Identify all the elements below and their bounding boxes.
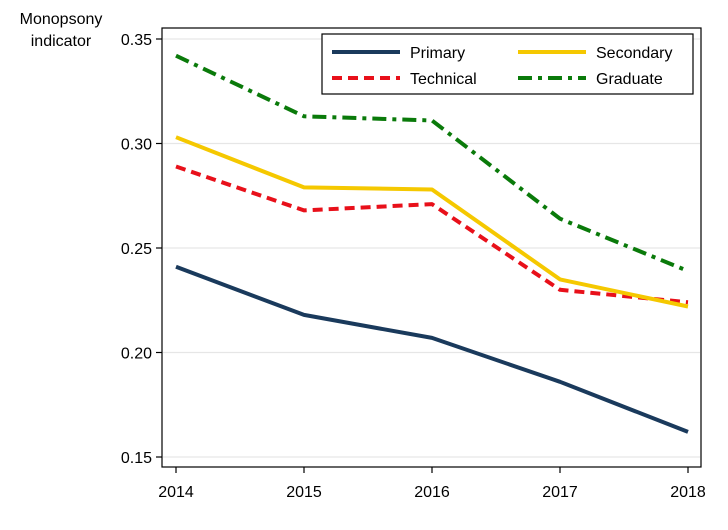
- x-tick-label: 2015: [286, 484, 322, 501]
- series-line-graduate: [175, 53, 689, 273]
- x-tick-label: 2016: [414, 484, 450, 501]
- series-line-secondary: [175, 135, 689, 309]
- legend-label-primary: Primary: [410, 45, 465, 62]
- series-line-primary: [175, 264, 689, 434]
- y-tick-label: 0.25: [121, 241, 152, 258]
- y-tick-label: 0.30: [121, 137, 152, 154]
- y-axis-label-line-2: indicator: [31, 33, 92, 50]
- y-tick-label: 0.15: [121, 450, 152, 467]
- series-line-technical: [175, 164, 689, 305]
- legend-box: [321, 33, 694, 95]
- x-tick-label: 2017: [542, 484, 578, 501]
- x-tick-marks: [175, 467, 689, 473]
- x-axis: 2014 2015 2016 2017 2018: [158, 484, 706, 501]
- y-tick-label: 0.20: [121, 346, 152, 363]
- legend-label-technical: Technical: [410, 71, 477, 88]
- legend-label-graduate: Graduate: [596, 71, 663, 88]
- x-tick-label: 2018: [670, 484, 706, 501]
- legend: Primary Technical Secondary Graduate: [321, 33, 694, 95]
- y-axis-label-line-1: Monopsony: [20, 11, 103, 28]
- y-tick-label: 0.35: [121, 32, 152, 49]
- y-tick-marks: [156, 38, 162, 458]
- y-axis: 0.15 0.20 0.25 0.30 0.35: [121, 32, 152, 467]
- legend-label-secondary: Secondary: [596, 45, 673, 62]
- x-tick-label: 2014: [158, 484, 194, 501]
